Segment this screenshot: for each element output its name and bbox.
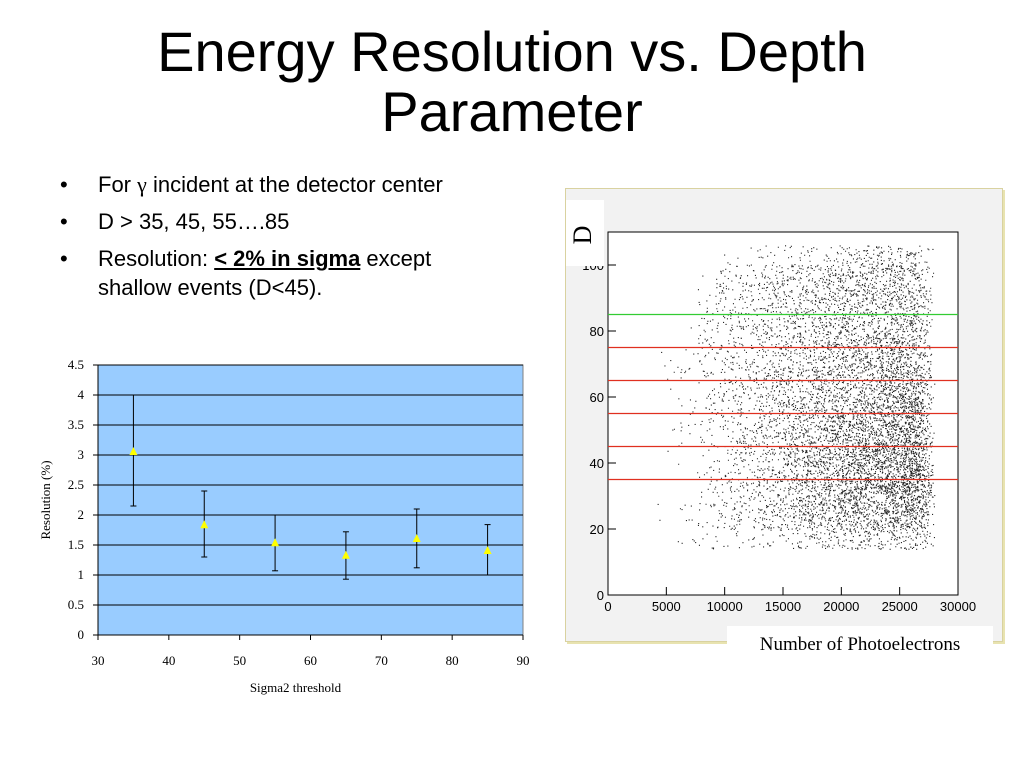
y-tick-label: 20: [590, 522, 604, 537]
bullet-text: D > 35, 45, 55….85: [98, 209, 290, 234]
slide-title: Energy Resolution vs. Depth Parameter: [0, 22, 1024, 142]
x-tick-label: 0: [604, 599, 611, 614]
data-point: [412, 534, 421, 542]
y-tick-label: 80: [590, 324, 604, 339]
x-tick-label: 70: [375, 653, 388, 668]
resolution-highlight: < 2% in sigma: [214, 246, 361, 271]
y-tick-label: 40: [590, 456, 604, 471]
y-tick-label: 0: [597, 588, 604, 603]
data-point: [341, 550, 350, 559]
bullet-marker: •: [60, 172, 68, 197]
data-point: [483, 546, 492, 554]
x-tick-label: 15000: [765, 599, 801, 614]
y-tick-label: 60: [590, 390, 604, 405]
gamma-symbol: γ: [137, 172, 147, 197]
bullet-marker: •: [60, 209, 68, 234]
y-tick-label: 2.5: [68, 477, 84, 492]
x-tick-label: 90: [517, 653, 530, 668]
x-tick-label: 40: [162, 653, 175, 668]
x-tick-label: 10000: [707, 599, 743, 614]
y-tick-label: 0: [78, 627, 85, 642]
bullet-list: • For γ incident at the detector center …: [60, 170, 500, 310]
y-tick-label: 1.5: [68, 537, 84, 552]
bullet-marker: •: [60, 246, 68, 271]
x-tick-label: 50: [233, 653, 246, 668]
bullet-item-3: • Resolution: < 2% in sigma except shall…: [60, 244, 500, 302]
x-tick-label: 30: [92, 653, 105, 668]
x-axis-label: Sigma2 threshold: [250, 680, 342, 695]
x-tick-label: 20000: [823, 599, 859, 614]
plot-area: [97, 364, 524, 636]
data-point: [200, 520, 209, 529]
bullet-text: incident at the detector center: [146, 172, 443, 197]
y-tick-label: 1: [78, 567, 85, 582]
bullet-text: except shallow events (D<45).: [98, 246, 432, 300]
data-point: [129, 447, 138, 455]
bullet-item-2: • D > 35, 45, 55….85: [60, 207, 500, 236]
d-axis-label-box: D: [566, 200, 604, 266]
bullet-text: For: [98, 172, 138, 197]
x-tick-label: 25000: [882, 599, 918, 614]
y-tick-label: 3: [78, 447, 85, 462]
photoelectrons-label-box: Number of Photoelectrons: [727, 626, 993, 660]
x-tick-label: 60: [304, 653, 317, 668]
y-tick-label: 4: [78, 387, 85, 402]
title-line-2: Parameter: [381, 80, 643, 143]
d-axis-label: D: [568, 225, 597, 245]
bullet-text: Resolution:: [98, 246, 215, 271]
bullet-item-1: • For γ incident at the detector center: [60, 170, 500, 199]
x-tick-label: 5000: [652, 599, 681, 614]
y-axis-label: Resolution (%): [38, 460, 53, 539]
y-tick-label: 4.5: [68, 357, 84, 372]
data-point: [271, 538, 280, 547]
title-line-1: Energy Resolution vs. Depth: [157, 20, 867, 83]
y-tick-label: 3.5: [68, 417, 84, 432]
y-tick-label: 2: [78, 507, 85, 522]
photoelectrons-label: Number of Photoelectrons: [759, 634, 961, 655]
resolution-chart: 0 0.5 1 1.5 2 2.5 3 3.5 4 4.5 30 40 50 60 70 80 90 Sigma2…: [38, 357, 530, 695]
x-tick-label: 30000: [940, 599, 976, 614]
depth-scatter-chart: 0204060801000500010000150002000025000300…: [582, 231, 976, 614]
y-tick-label: 0.5: [68, 597, 84, 612]
x-tick-label: 80: [446, 653, 459, 668]
